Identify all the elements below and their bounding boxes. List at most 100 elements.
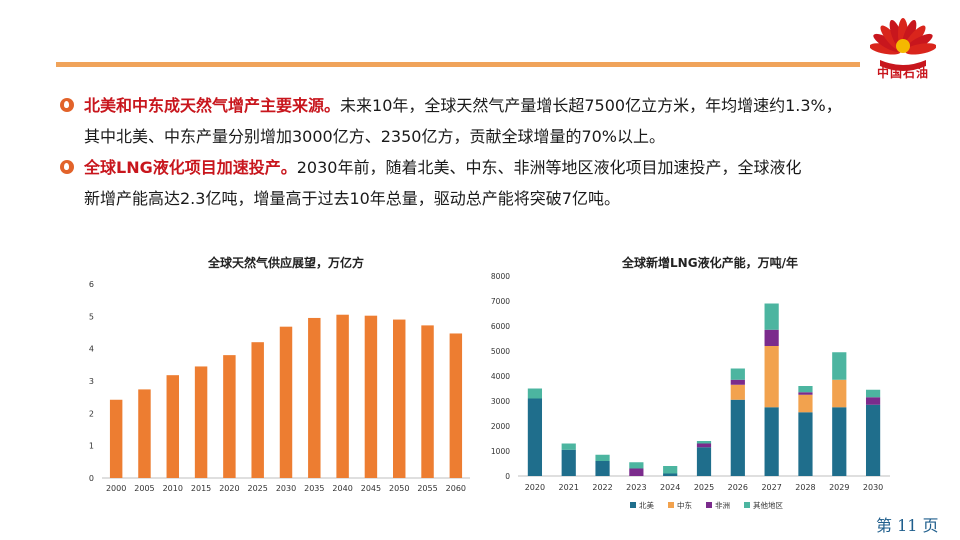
bar-segment-2027-其他地区 [764, 303, 779, 330]
bar-2050 [393, 319, 406, 478]
supply-outlook-chart: 0 1 2 3 4 5 6 2000 2005 2010 2015 2020 2025 2030 2035 2… [89, 280, 470, 493]
bar-2055 [421, 325, 434, 478]
bullet-line: 全球LNG液化项目加速投产。2030年前，随着北美、中东、非洲等地区液化项目加速… [84, 152, 938, 183]
bar-2015 [194, 366, 208, 478]
y-tick-label: 0 [89, 474, 94, 483]
x-tick-label: 2020 [525, 483, 545, 492]
y-tick-label: 4 [89, 345, 94, 354]
x-tick-label: 2028 [795, 483, 815, 492]
page-number: 第 11 页 [876, 516, 939, 535]
bar-segment-2030-其他地区 [865, 389, 881, 398]
x-tick-label: 2010 [163, 484, 183, 493]
bar-segment-2029-其他地区 [832, 352, 847, 380]
bullet-text: 2030年前，随着北美、中东、非洲等地区液化项目加速投产，全球液化 [296, 158, 802, 177]
bar-2035 [308, 317, 321, 478]
bar-2025 [251, 342, 264, 478]
bar-2045 [364, 315, 378, 478]
x-tick-label: 2021 [559, 483, 579, 492]
bar-segment-2020-其他地区 [527, 388, 543, 399]
petrochina-logo-icon [870, 18, 936, 71]
y-tick-label: 4000 [491, 372, 510, 381]
bar-segment-2026-中东 [730, 384, 745, 400]
x-tick-label: 2045 [361, 484, 381, 493]
bar-segment-2024-其他地区 [663, 466, 678, 474]
y-tick-label: 5000 [491, 347, 510, 356]
supply-chart-title: 全球天然气供应展望，万亿方 [207, 256, 364, 270]
x-tick-label: 2050 [389, 484, 409, 493]
y-tick-label: 0 [505, 472, 510, 481]
bar-segment-2027-北美 [764, 407, 779, 476]
x-tick-label: 2029 [829, 483, 849, 492]
bar-segment-2028-中东 [798, 394, 813, 413]
bar-segment-2025-非洲 [696, 443, 712, 448]
x-tick-label: 2024 [660, 483, 680, 492]
legend-swatch [668, 502, 674, 508]
bar-segment-2022-其他地区 [595, 454, 610, 461]
x-tick-label: 2023 [626, 483, 646, 492]
bar-segment-2028-其他地区 [798, 386, 813, 393]
bar-segment-2025-北美 [696, 447, 712, 476]
bar-segment-2026-北美 [730, 399, 745, 476]
x-tick-label: 2022 [592, 483, 612, 492]
bar-2020 [223, 355, 236, 478]
bullet-list: 北美和中东成天然气增产主要来源。未来10年，全球天然气产量增长超7500亿立方米… [58, 90, 938, 214]
bullet-item-2: 全球LNG液化项目加速投产。2030年前，随着北美、中东、非洲等地区液化项目加速… [58, 152, 938, 214]
y-tick-label: 3 [89, 377, 94, 386]
y-tick-label: 5 [89, 312, 94, 321]
x-tick-label: 2025 [694, 483, 714, 492]
y-tick-label: 1 [89, 442, 94, 451]
bar-2030 [279, 326, 293, 478]
bullet-text-continued: 其中北美、中东产量分别增加3000亿方、2350亿方，贡献全球增量的70%以上。 [84, 127, 666, 146]
bar-segment-2029-北美 [832, 407, 847, 476]
legend-swatch [744, 502, 750, 508]
y-tick-label: 6000 [491, 322, 510, 331]
x-tick-label: 2020 [219, 484, 239, 493]
bar-2060 [449, 333, 463, 478]
bar-segment-2023-其他地区 [629, 462, 644, 469]
bar-segment-2022-北美 [595, 461, 610, 476]
bar-segment-2027-非洲 [764, 329, 779, 346]
bar-2000 [109, 399, 123, 478]
bar-segment-2021-北美 [561, 449, 576, 476]
bar-segment-2026-其他地区 [730, 368, 745, 380]
bar-segment-2025-其他地区 [696, 441, 712, 444]
bar-segment-2029-中东 [832, 379, 847, 408]
bullet-highlight: 全球LNG液化项目加速投产。 [84, 158, 297, 177]
x-tick-label: 2025 [248, 484, 268, 493]
bullet-marker-icon [60, 160, 74, 174]
x-tick-label: 2027 [761, 483, 781, 492]
bar-segment-2026-非洲 [730, 379, 745, 385]
bar-segment-2030-北美 [865, 404, 881, 476]
x-tick-label: 2005 [134, 484, 154, 493]
bar-segment-2028-非洲 [798, 392, 813, 395]
legend-swatch [630, 502, 636, 508]
bar-2005 [138, 389, 151, 478]
legend-label: 非洲 [715, 500, 730, 510]
lng-chart-title: 全球新增LNG液化产能，万吨/年 [622, 256, 798, 270]
bar-segment-2021-其他地区 [561, 443, 576, 450]
legend-swatch [706, 502, 712, 508]
y-tick-label: 1000 [491, 447, 510, 456]
chart-legend: 北美 中东 非洲 其他地区 [630, 500, 783, 510]
legend-label: 中东 [677, 500, 692, 510]
header-divider [56, 62, 860, 67]
bullet-item-1: 北美和中东成天然气增产主要来源。未来10年，全球天然气产量增长超7500亿立方米… [58, 90, 938, 152]
x-tick-label: 2000 [106, 484, 126, 493]
y-tick-label: 6 [89, 280, 94, 289]
x-tick-label: 2030 [863, 483, 883, 492]
y-tick-label: 8000 [491, 272, 510, 281]
bar-2010 [166, 375, 179, 478]
x-tick-label: 2040 [332, 484, 352, 493]
bullet-text-continued: 新增产能高达2.3亿吨，增量高于过去10年总量，驱动总产能将突破7亿吨。 [84, 189, 620, 208]
y-tick-label: 2 [89, 409, 94, 418]
x-tick-label: 2026 [728, 483, 748, 492]
bar-segment-2023-非洲 [629, 468, 644, 476]
x-tick-label: 2035 [304, 484, 324, 493]
x-tick-label: 2060 [446, 484, 466, 493]
bar-2040 [336, 314, 349, 478]
y-tick-label: 7000 [491, 297, 510, 306]
legend-label: 其他地区 [753, 500, 783, 510]
bullet-marker-icon [60, 98, 74, 112]
x-tick-label: 2015 [191, 484, 211, 493]
x-tick-label: 2055 [417, 484, 437, 493]
